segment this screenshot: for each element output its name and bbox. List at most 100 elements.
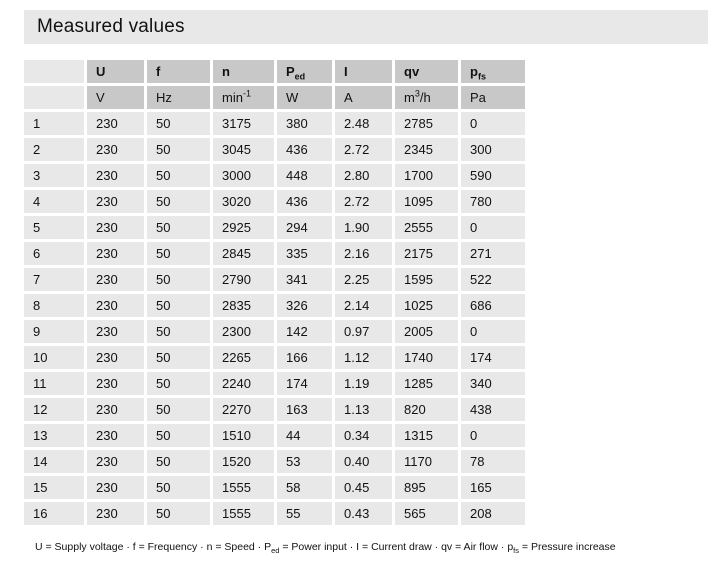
row-number-cell: 12 — [24, 398, 84, 421]
column-header: U — [87, 60, 144, 83]
value-cell: 2.25 — [335, 268, 392, 291]
value-cell: 230 — [87, 346, 144, 369]
row-number-cell: 16 — [24, 502, 84, 525]
value-cell: 1.12 — [335, 346, 392, 369]
value-cell: 1510 — [213, 424, 274, 447]
row-number-cell: 7 — [24, 268, 84, 291]
value-cell: 0.97 — [335, 320, 392, 343]
value-cell: 0.43 — [335, 502, 392, 525]
value-cell: 165 — [461, 476, 525, 499]
value-cell: 0 — [461, 424, 525, 447]
unit-header: W — [277, 86, 332, 109]
value-cell: 3000 — [213, 164, 274, 187]
value-cell: 2845 — [213, 242, 274, 265]
value-cell: 50 — [147, 424, 210, 447]
value-cell: 2835 — [213, 294, 274, 317]
table-row: 11 230 50 2240 174 1.19 1285 340 — [24, 372, 525, 395]
value-cell: 340 — [461, 372, 525, 395]
value-cell: 0 — [461, 112, 525, 135]
row-number-cell: 13 — [24, 424, 84, 447]
unit-header: Pa — [461, 86, 525, 109]
value-cell: 2790 — [213, 268, 274, 291]
value-cell: 230 — [87, 190, 144, 213]
corner-cell — [24, 86, 84, 109]
unit-header: Hz — [147, 86, 210, 109]
value-cell: 230 — [87, 424, 144, 447]
value-cell: 142 — [277, 320, 332, 343]
value-cell: 341 — [277, 268, 332, 291]
table-row: 14 230 50 1520 53 0.40 1170 78 — [24, 450, 525, 473]
value-cell: 565 — [395, 502, 458, 525]
table-row: 4 230 50 3020 436 2.72 1095 780 — [24, 190, 525, 213]
value-cell: 230 — [87, 242, 144, 265]
row-number-cell: 2 — [24, 138, 84, 161]
value-cell: 50 — [147, 398, 210, 421]
value-cell: 271 — [461, 242, 525, 265]
value-cell: 0.45 — [335, 476, 392, 499]
value-cell: 174 — [461, 346, 525, 369]
value-cell: 2.48 — [335, 112, 392, 135]
value-cell: 44 — [277, 424, 332, 447]
value-cell: 230 — [87, 216, 144, 239]
value-cell: 326 — [277, 294, 332, 317]
page-title: Measured values — [37, 16, 185, 37]
value-cell: 335 — [277, 242, 332, 265]
table-row: 1 230 50 3175 380 2.48 2785 0 — [24, 112, 525, 135]
value-cell: 0.34 — [335, 424, 392, 447]
value-cell: 1170 — [395, 450, 458, 473]
value-cell: 230 — [87, 398, 144, 421]
value-cell: 230 — [87, 112, 144, 135]
column-header: n — [213, 60, 274, 83]
value-cell: 1555 — [213, 476, 274, 499]
value-cell: 590 — [461, 164, 525, 187]
table-row: 2 230 50 3045 436 2.72 2345 300 — [24, 138, 525, 161]
table-row: 7 230 50 2790 341 2.25 1595 522 — [24, 268, 525, 291]
row-number-cell: 5 — [24, 216, 84, 239]
value-cell: 1520 — [213, 450, 274, 473]
value-cell: 2925 — [213, 216, 274, 239]
column-header: Ped — [277, 60, 332, 83]
value-cell: 2175 — [395, 242, 458, 265]
value-cell: 230 — [87, 268, 144, 291]
value-cell: 230 — [87, 164, 144, 187]
table-row: 5 230 50 2925 294 1.90 2555 0 — [24, 216, 525, 239]
value-cell: 53 — [277, 450, 332, 473]
value-cell: 2265 — [213, 346, 274, 369]
value-cell: 50 — [147, 164, 210, 187]
value-cell: 230 — [87, 372, 144, 395]
value-cell: 1025 — [395, 294, 458, 317]
value-cell: 1.90 — [335, 216, 392, 239]
value-cell: 2300 — [213, 320, 274, 343]
column-header: qv — [395, 60, 458, 83]
value-cell: 2.16 — [335, 242, 392, 265]
value-cell: 780 — [461, 190, 525, 213]
value-cell: 2.72 — [335, 138, 392, 161]
value-cell: 163 — [277, 398, 332, 421]
value-cell: 50 — [147, 112, 210, 135]
value-cell: 1315 — [395, 424, 458, 447]
value-cell: 1.13 — [335, 398, 392, 421]
row-number-cell: 14 — [24, 450, 84, 473]
value-cell: 436 — [277, 138, 332, 161]
row-number-cell: 4 — [24, 190, 84, 213]
value-cell: 78 — [461, 450, 525, 473]
value-cell: 895 — [395, 476, 458, 499]
value-cell: 2.14 — [335, 294, 392, 317]
value-cell: 230 — [87, 502, 144, 525]
value-cell: 380 — [277, 112, 332, 135]
value-cell: 686 — [461, 294, 525, 317]
value-cell: 230 — [87, 320, 144, 343]
corner-cell — [24, 60, 84, 83]
value-cell: 1595 — [395, 268, 458, 291]
value-cell: 1555 — [213, 502, 274, 525]
row-number-cell: 8 — [24, 294, 84, 317]
value-cell: 2270 — [213, 398, 274, 421]
table-row: 6 230 50 2845 335 2.16 2175 271 — [24, 242, 525, 265]
value-cell: 522 — [461, 268, 525, 291]
unit-header: A — [335, 86, 392, 109]
value-cell: 50 — [147, 138, 210, 161]
row-number-cell: 6 — [24, 242, 84, 265]
value-cell: 300 — [461, 138, 525, 161]
